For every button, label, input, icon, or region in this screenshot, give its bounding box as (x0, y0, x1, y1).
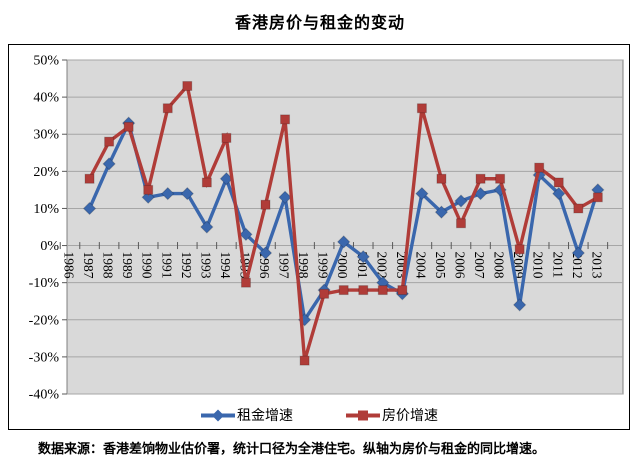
y-axis-label: -30% (29, 350, 60, 365)
price-marker (221, 132, 232, 143)
legend-item-price: 房价增速 (345, 405, 438, 425)
x-axis-label: 1990 (140, 252, 155, 279)
price-marker (475, 173, 486, 184)
price-marker (534, 162, 545, 173)
source-caption: 数据来源：香港差饷物业估价署，统计口径为全港住宅。纵轴为房价与租金的同比增速。 (38, 441, 546, 456)
chart-canvas: 50% 40% 30% 20% 10% 0% -10% -20% -30% -40% 1986 198… (29, 54, 624, 403)
chart-title: 香港房价与租金的变动 (234, 15, 405, 32)
x-axis-label: 1992 (179, 252, 194, 279)
x-axis-label: 1987 (81, 252, 96, 279)
x-axis-label: 1997 (277, 252, 292, 279)
rent-series-swatch-icon (201, 409, 235, 421)
legend-item-rent: 租金增速 (200, 405, 293, 425)
x-axis-label: 1986 (62, 252, 77, 279)
x-axis-label: 2013 (589, 252, 604, 279)
price-marker (514, 244, 525, 255)
price-marker (143, 184, 154, 195)
rent-marker (356, 249, 370, 264)
rent-marker (102, 157, 116, 171)
price-marker (260, 199, 271, 210)
rent-marker (239, 227, 253, 242)
y-axis-labels: 50% 40% 30% 20% 10% 0% -10% -20% -30% -40% (29, 54, 60, 403)
y-axis-label: -20% (29, 313, 60, 328)
price-marker (240, 277, 251, 288)
price-marker (319, 288, 330, 299)
y-axis-label: -10% (29, 276, 60, 291)
x-axis-labels: 1986 1987 1988 1989 1990 1991 1992 1993 1994 1995… (62, 252, 605, 279)
rent-marker (161, 186, 175, 201)
x-axis-label: 2011 (550, 252, 565, 278)
price-marker (162, 103, 173, 114)
price-marker (104, 136, 115, 147)
x-axis-label: 1996 (257, 252, 272, 279)
rent-marker (454, 194, 468, 208)
rent-marker (141, 190, 155, 205)
price-marker (377, 285, 388, 296)
price-marker (553, 177, 564, 188)
price-marker (592, 192, 603, 203)
x-axis-label: 2004 (413, 252, 428, 279)
rent-marker (434, 205, 449, 219)
price-marker (416, 103, 427, 114)
x-axis-label: 2007 (472, 252, 487, 279)
y-axis-label: 30% (33, 128, 59, 143)
x-axis-label: 1993 (198, 252, 213, 279)
price-marker (123, 121, 134, 132)
price-marker (358, 285, 369, 296)
x-axis-label: 2008 (492, 252, 507, 279)
legend-label-rent: 租金增速 (237, 407, 293, 423)
price-marker (182, 80, 193, 91)
rent-marker (552, 186, 566, 201)
legend: 租金增速 房价增速 (9, 405, 629, 425)
price-marker (573, 203, 584, 214)
price-marker (456, 218, 466, 229)
rent-marker (278, 190, 292, 205)
price-marker (338, 285, 349, 296)
y-axis-label: 40% (33, 91, 59, 106)
rent-marker (571, 246, 586, 260)
price-marker (299, 355, 310, 366)
y-axis-label: 10% (33, 202, 59, 217)
x-axis-label: 1994 (218, 252, 233, 279)
y-axis-label: -40% (29, 388, 60, 403)
plot-area (66, 59, 624, 395)
price-marker (84, 173, 95, 184)
price-marker (436, 173, 447, 184)
chart-area: 50% 40% 30% 20% 10% 0% -10% -20% -30% -40% 1986 198… (8, 44, 630, 430)
legend-label-price: 房价增速 (382, 407, 438, 423)
y-axis-label: 0% (40, 239, 59, 254)
x-axis-label: 2000 (335, 252, 350, 279)
rent-marker (415, 186, 429, 201)
x-axis-label: 1991 (159, 252, 174, 279)
rent-marker (200, 220, 214, 234)
gridlines (62, 59, 623, 395)
rent-marker (336, 235, 351, 249)
x-axis-label: 2002 (374, 252, 389, 279)
x-axis-label: 1998 (296, 252, 311, 279)
rent-marker (82, 201, 97, 216)
rent-marker (512, 298, 527, 312)
rent-marker (258, 246, 273, 260)
price-series-swatch-icon (346, 410, 380, 420)
x-axis-label: 1988 (101, 252, 116, 279)
rent-marker (180, 186, 195, 201)
price-marker (397, 285, 408, 296)
x-axis-label: 2005 (433, 252, 448, 279)
price-marker (280, 114, 291, 125)
x-axis-label: 1989 (120, 252, 135, 279)
x-axis-label: 2010 (531, 252, 546, 279)
price-marker (201, 177, 212, 188)
y-axis-label: 20% (33, 165, 59, 180)
x-axis-label: 2006 (453, 252, 468, 279)
y-axis-label: 50% (33, 54, 59, 69)
x-axis-label: 2012 (570, 252, 585, 279)
price-series-markers (84, 80, 603, 366)
x-axis-label: 1999 (316, 252, 331, 279)
price-marker (495, 173, 506, 184)
